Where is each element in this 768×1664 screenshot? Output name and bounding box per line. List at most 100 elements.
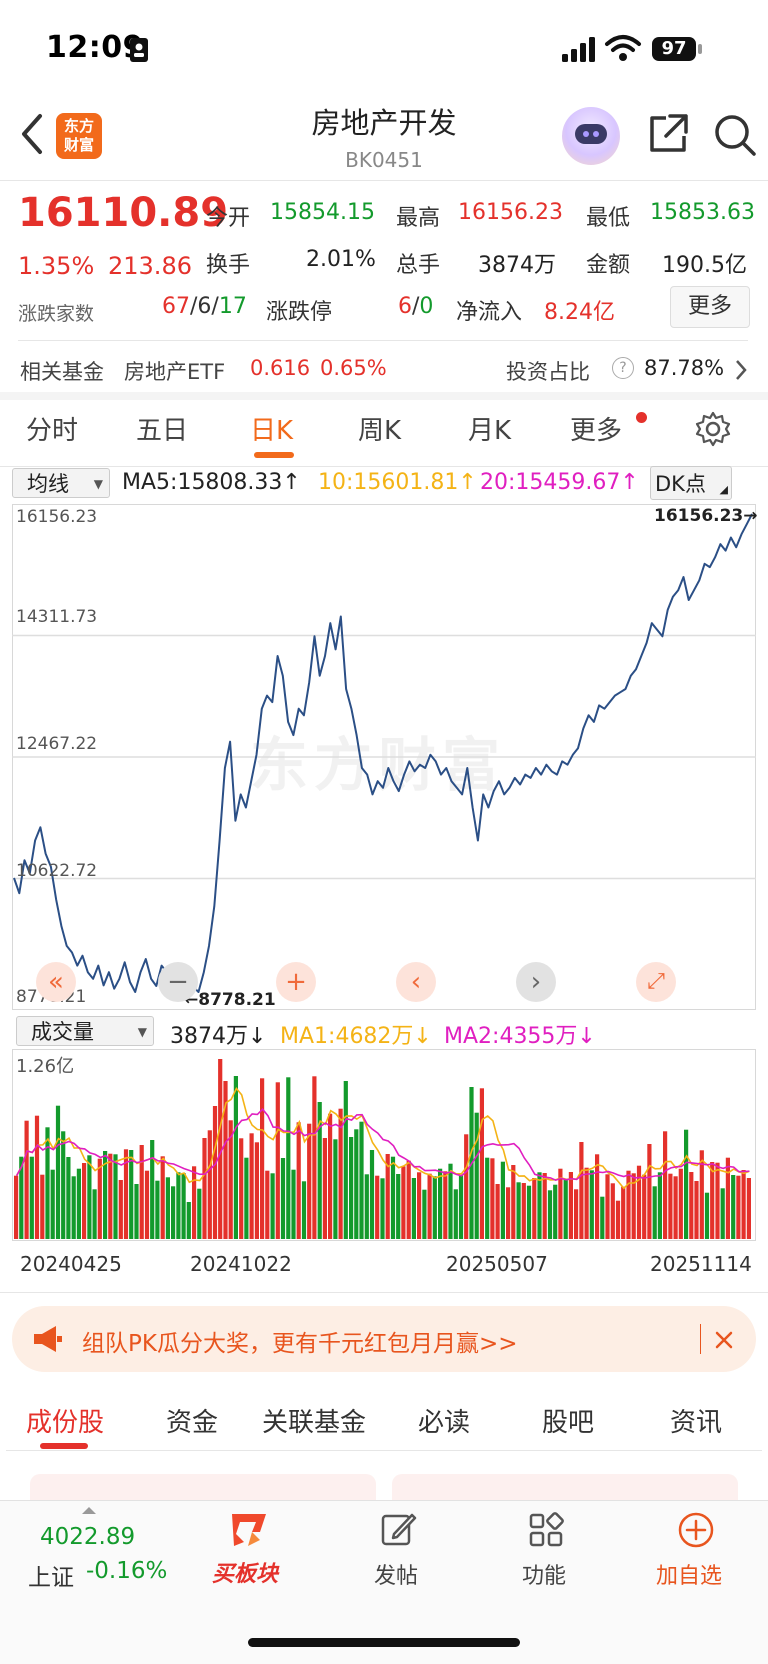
scroll-right-button[interactable]: › bbox=[516, 962, 556, 1002]
nav-add-watchlist[interactable]: 加自选 bbox=[656, 1564, 723, 1589]
volume-bar bbox=[301, 1181, 307, 1239]
volume-bar bbox=[438, 1168, 443, 1239]
tab-daily-k[interactable]: 日K bbox=[250, 416, 294, 446]
scroll-start-button[interactable]: « bbox=[36, 962, 76, 1002]
page-title: 房地产开发 bbox=[311, 106, 457, 140]
close-icon[interactable] bbox=[714, 1330, 734, 1350]
flat-count: 6 bbox=[197, 294, 212, 319]
index-name[interactable]: 上证 bbox=[28, 1565, 74, 1591]
volume-bar bbox=[265, 1170, 270, 1239]
back-icon[interactable] bbox=[16, 112, 46, 156]
volume-bar bbox=[495, 1184, 500, 1239]
volume-bar bbox=[485, 1157, 490, 1239]
volume-bar bbox=[610, 1183, 615, 1239]
volume-bar bbox=[55, 1105, 61, 1239]
tab-five-day[interactable]: 五日 bbox=[136, 416, 189, 446]
dropdown-arrow-icon: ▼ bbox=[137, 1025, 147, 1039]
search-icon[interactable] bbox=[712, 112, 758, 158]
volume-bar bbox=[579, 1142, 584, 1239]
robot-face-icon bbox=[575, 124, 607, 144]
tab-related-funds[interactable]: 关联基金 bbox=[262, 1408, 367, 1438]
tab-weekly-k[interactable]: 周K bbox=[358, 416, 402, 446]
price-chart[interactable] bbox=[12, 504, 756, 1010]
volume-bar bbox=[422, 1189, 427, 1239]
promo-text[interactable]: 组队PK瓜分大奖，更有千元红包月月赢>> bbox=[82, 1331, 518, 1357]
price-line bbox=[13, 513, 753, 999]
limit-down-count: 0 bbox=[419, 294, 434, 319]
x-tick-label: 20251114 bbox=[650, 1252, 752, 1276]
volume-bar bbox=[291, 1169, 296, 1239]
volume-bar bbox=[66, 1157, 71, 1239]
index-value[interactable]: 4022.89 bbox=[40, 1524, 136, 1550]
volume-chart[interactable] bbox=[12, 1049, 756, 1241]
settings-gear-icon[interactable] bbox=[694, 410, 732, 448]
tab-news[interactable]: 资讯 bbox=[670, 1408, 723, 1438]
volume-bar bbox=[254, 1142, 259, 1239]
apps-grid-icon[interactable] bbox=[526, 1510, 566, 1550]
volume-bar bbox=[50, 1169, 55, 1239]
tab-must-read[interactable]: 必读 bbox=[418, 1408, 471, 1438]
volume-bar bbox=[354, 1129, 359, 1239]
fullscreen-button[interactable]: ⤢ bbox=[636, 962, 676, 1002]
inflow-label: 净流入 bbox=[456, 300, 523, 325]
volume-bar bbox=[731, 1175, 736, 1239]
promo-banner[interactable] bbox=[12, 1306, 756, 1372]
volume-bar bbox=[532, 1178, 537, 1239]
zoom-in-button[interactable]: + bbox=[276, 962, 316, 1002]
volume-bar bbox=[417, 1172, 422, 1239]
tab-forum[interactable]: 股吧 bbox=[542, 1408, 595, 1438]
volume-bar bbox=[626, 1170, 631, 1239]
volume-bar bbox=[34, 1115, 40, 1239]
volume-bar bbox=[725, 1157, 730, 1239]
help-icon[interactable]: ? bbox=[612, 357, 634, 379]
tab-monthly-k[interactable]: 月K bbox=[468, 416, 512, 446]
volume-bar bbox=[212, 1106, 218, 1239]
y-tick-label: 16156.23 bbox=[16, 507, 98, 527]
volume-bar bbox=[385, 1154, 390, 1239]
fund-label: 相关基金 bbox=[20, 360, 104, 384]
zoom-out-button[interactable]: − bbox=[158, 962, 198, 1002]
compose-icon[interactable] bbox=[378, 1510, 418, 1550]
ma-select[interactable]: 均线 ▼ bbox=[12, 468, 110, 498]
volume-bar bbox=[19, 1156, 24, 1239]
volume-bar bbox=[312, 1076, 317, 1239]
buy-sector-logo-icon[interactable] bbox=[226, 1510, 276, 1550]
tab-more[interactable]: 更多 bbox=[570, 416, 623, 446]
more-button[interactable]: 更多 bbox=[670, 286, 750, 328]
volume-bar bbox=[176, 1172, 181, 1239]
volume-bar bbox=[61, 1131, 66, 1239]
id-card-icon bbox=[130, 38, 148, 62]
scroll-left-button[interactable]: ‹ bbox=[396, 962, 436, 1002]
y-tick-label: 12467.22 bbox=[16, 734, 98, 754]
volume-bar bbox=[390, 1156, 396, 1239]
dk-point-button[interactable]: DK点 ◢ bbox=[650, 466, 732, 500]
expand-up-icon[interactable] bbox=[82, 1507, 96, 1514]
fund-name[interactable]: 房地产ETF bbox=[124, 360, 226, 384]
tab-intraday[interactable]: 分时 bbox=[26, 416, 79, 446]
limit-label: 涨跌停 bbox=[266, 300, 333, 325]
volume-select-label: 成交量 bbox=[31, 1020, 94, 1044]
add-circle-icon[interactable] bbox=[676, 1510, 716, 1550]
nav-functions[interactable]: 功能 bbox=[522, 1564, 567, 1589]
volume-chart-frame[interactable] bbox=[12, 1049, 756, 1241]
btabs-divider bbox=[6, 1450, 762, 1451]
chevron-right-icon[interactable] bbox=[734, 358, 748, 382]
share-icon[interactable] bbox=[646, 112, 690, 156]
nav-post[interactable]: 发帖 bbox=[374, 1564, 419, 1589]
signal-icon bbox=[562, 37, 595, 62]
volume-bar bbox=[108, 1153, 113, 1239]
dk-label: DK点 bbox=[655, 472, 706, 496]
volume-bar bbox=[584, 1167, 589, 1239]
volume-bar bbox=[678, 1168, 683, 1239]
tab-funds-flow[interactable]: 资金 bbox=[166, 1408, 219, 1438]
current-price: 16110.89 bbox=[18, 190, 229, 236]
tab-constituents[interactable]: 成份股 bbox=[26, 1408, 105, 1438]
home-indicator bbox=[248, 1638, 520, 1647]
index-pct[interactable]: -0.16% bbox=[86, 1558, 168, 1584]
min-marker: ←8778.21 bbox=[184, 990, 276, 1010]
volume-bar bbox=[14, 1175, 19, 1239]
nav-buy-sector[interactable]: 买板块 bbox=[212, 1562, 279, 1587]
volume-bar bbox=[574, 1189, 579, 1239]
volume-bar bbox=[369, 1150, 375, 1239]
volume-select[interactable]: 成交量 ▼ bbox=[16, 1016, 154, 1046]
